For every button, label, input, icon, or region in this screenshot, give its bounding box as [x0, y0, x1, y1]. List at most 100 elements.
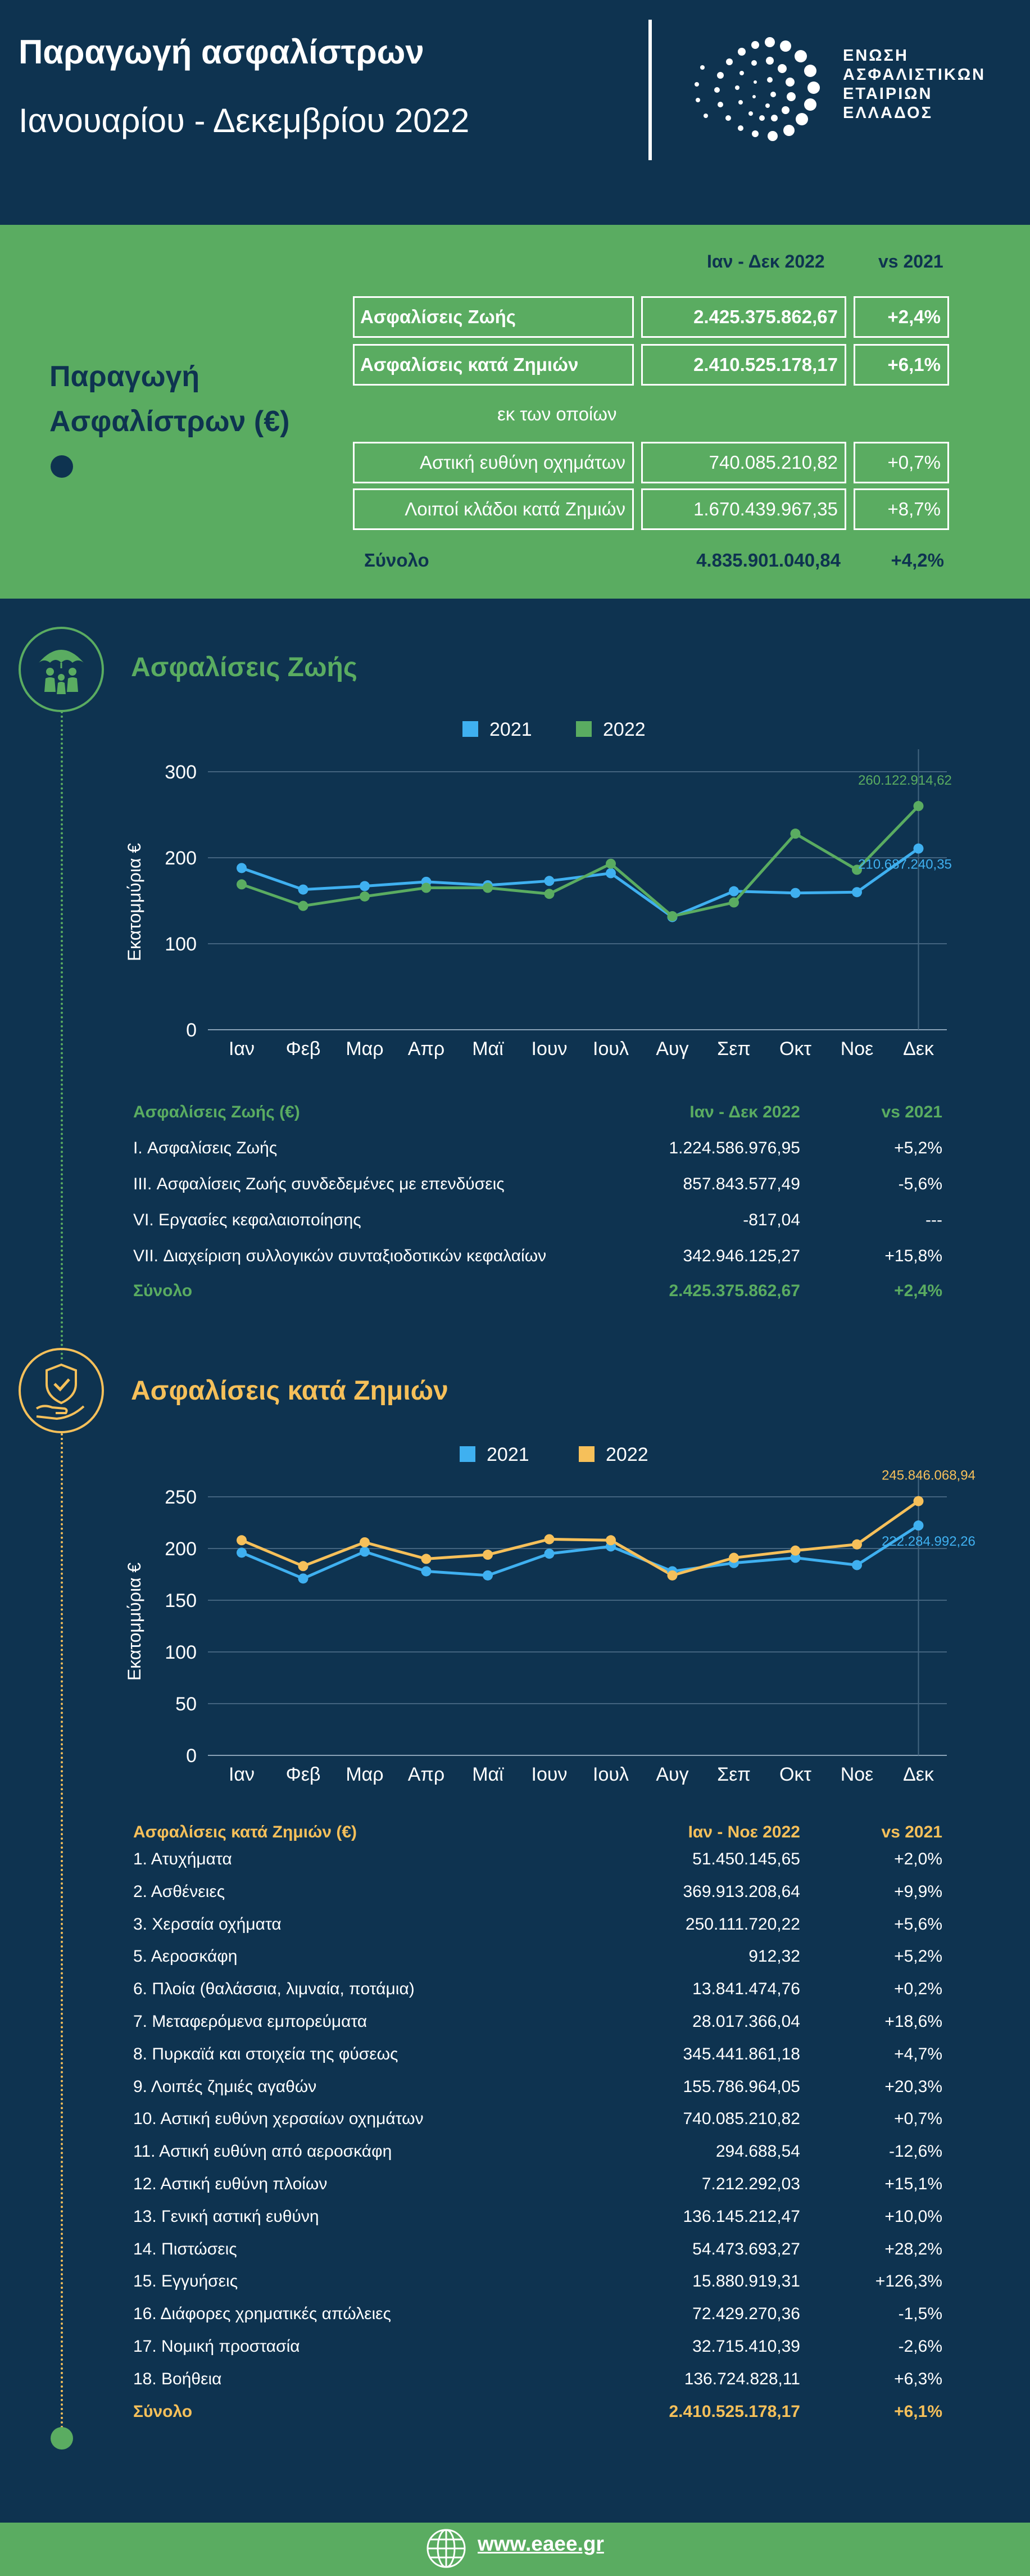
row-label: 15. Εγγυήσεις [133, 2272, 238, 2290]
table-row: VII. Διαχείριση συλλογικών συνταξιοδοτικ… [133, 1247, 942, 1269]
life-change-box: +2,4% [854, 296, 949, 338]
header-divider [648, 20, 652, 160]
row-label: III. Ασφαλίσεις Ζωής συνδεδεμένες με επε… [133, 1175, 505, 1193]
y-tick-label: 0 [186, 1020, 197, 1041]
data-point-2021 [360, 881, 370, 891]
logo-line: ΕΤΑΙΡΙΩΝ [843, 85, 933, 103]
data-point-2021 [790, 888, 801, 898]
series-line-2022 [241, 1500, 919, 1577]
legend-label-2022: 2022 [603, 719, 646, 740]
y-tick-label: 200 [165, 848, 197, 869]
data-point-2021 [790, 1552, 801, 1563]
logo-dots-icon [695, 37, 820, 141]
row-value: 32.715.410,39 [692, 2337, 800, 2356]
row-label: 8. Πυρκαϊά και στοιχεία της φύσεως [133, 2045, 398, 2063]
data-point-2021 [483, 1570, 493, 1581]
row-value: 155.786.964,05 [683, 2077, 800, 2096]
motor-label-box: Αστική ευθύνη οχημάτων [353, 442, 634, 483]
total-value: 2.425.375.862,67 [669, 1282, 800, 1300]
data-point-2022 [729, 897, 739, 908]
legend-label-2021: 2021 [489, 719, 532, 740]
row-change: +5,6% [894, 1915, 942, 1934]
data-point-2021 [237, 1547, 247, 1558]
row-change: -5,6% [898, 1175, 942, 1193]
row-value: 72.429.270,36 [692, 2305, 800, 2323]
table-row: 11. Αστική ευθύνη από αεροσκάφη 294.688,5… [133, 2142, 942, 2165]
logo-text: ΕΝΩΣΗ ΑΣΦΑΛΙΣΤΙΚΩΝ ΕΤΑΙΡΙΩΝ ΕΛΛΑΔΟΣ [843, 46, 986, 123]
table-row: 8. Πυρκαϊά και στοιχεία της φύσεως 345.44… [133, 2045, 942, 2067]
nonlife-chart: 2021 2022 0 50 100 150 200 250 Εκατομμύρια € Ιαν Φ… [124, 1444, 975, 1785]
x-tick-label: Μαϊ [472, 1038, 504, 1060]
life-chart: 2021 2022 0 100 200 300 Εκατομμύρια € Ιαν Φεβ Μαρ… [124, 719, 952, 1060]
row-label: 18. Βοήθεια [133, 2370, 222, 2388]
row-label: 16. Διάφορες χρηματικές απώλειες [133, 2305, 391, 2323]
row-label: VI. Εργασίες κεφαλαιοποίησης [133, 1211, 361, 1229]
x-tick-label: Δεκ [903, 1764, 934, 1785]
y-axis-label: Εκατομμύρια € [124, 843, 144, 962]
row-value: -817,04 [743, 1211, 800, 1229]
data-label: 245.846.068,94 [882, 1468, 975, 1483]
legend-swatch-2022 [579, 1446, 595, 1462]
data-point-2021 [913, 1520, 924, 1531]
row-label: 9. Λοιπές ζημιές αγαθών [133, 2077, 317, 2096]
row-change: +6,3% [894, 2370, 942, 2388]
row-change: +2,0% [894, 1850, 942, 1868]
row-value: 740.085.210,82 [683, 2109, 800, 2128]
row-change: +20,3% [884, 2077, 942, 2096]
data-point-2022 [913, 1496, 924, 1506]
legend-label-2022: 2022 [606, 1444, 648, 1465]
footer [0, 2523, 1030, 2576]
data-point-2021 [421, 1566, 432, 1577]
header [0, 0, 1030, 225]
nonlife-table-total: Σύνολο 2.410.525.178,17 +6,1% [133, 2402, 942, 2425]
row-label: 17. Νομική προστασία [133, 2337, 300, 2356]
data-point-2022 [606, 858, 616, 869]
family-umbrella-icon [39, 650, 84, 694]
row-change: +0,2% [894, 1980, 942, 1998]
page-title: Παραγωγή ασφαλίστρων [19, 33, 424, 71]
nonlife-table-header-period: Ιαν - Νοε 2022 [688, 1823, 800, 1841]
row-value: 51.450.145,65 [692, 1850, 800, 1868]
row-label: 1. Ατυχήματα [133, 1850, 232, 1868]
data-point-2021 [544, 1549, 555, 1559]
row-label: 10. Αστική ευθύνη χερσαίων οχημάτων [133, 2109, 424, 2128]
website-link[interactable]: www.eaee.gr [478, 2532, 604, 2555]
table-row: 9. Λοιπές ζημιές αγαθών 155.786.964,05 +20… [133, 2077, 942, 2100]
row-change: +15,1% [884, 2175, 942, 2193]
x-tick-label: Αυγ [656, 1764, 688, 1785]
life-table-header-period: Ιαν - Δεκ 2022 [689, 1103, 800, 1121]
logo-line: ΕΝΩΣΗ [843, 47, 909, 65]
logo-line: ΑΣΦΑΛΙΣΤΙΚΩΝ [843, 66, 986, 84]
x-tick-label: Νοε [841, 1038, 874, 1060]
row-change: +15,8% [884, 1247, 942, 1265]
row-change: +4,7% [894, 2045, 942, 2063]
data-point-2022 [544, 889, 555, 899]
life-table-total: Σύνολο 2.425.375.862,67 +2,4% [133, 1282, 942, 1304]
data-point-2022 [667, 1570, 678, 1581]
table-row: 14. Πιστώσεις 54.473.693,27 +28,2% [133, 2240, 942, 2262]
table-row: 18. Βοήθεια 136.724.828,11 +6,3% [133, 2370, 942, 2392]
table-row: 6. Πλοία (θαλάσσια, λιμναία, ποτάμια) 13.… [133, 1980, 942, 2002]
series-line-2021 [241, 1524, 919, 1581]
x-tick-label: Μαρ [346, 1038, 383, 1060]
y-tick-label: 250 [165, 1487, 197, 1508]
table-row: 10. Αστική ευθύνη χερσαίων οχημάτων 740.0… [133, 2109, 942, 2132]
data-point-2021 [913, 843, 924, 854]
production-total-label: Σύνολο [364, 550, 429, 571]
data-point-2021 [360, 1546, 370, 1557]
row-value: 345.441.861,18 [683, 2045, 800, 2063]
nonlife-section-title: Ασφαλίσεις κατά Ζημιών [131, 1376, 448, 1406]
row-change: +10,0% [884, 2207, 942, 2226]
table-row: 5. Αεροσκάφη 912,32 +5,2% [133, 1947, 942, 1970]
data-point-2022 [606, 1535, 616, 1546]
legend-swatch-2021 [460, 1446, 475, 1462]
x-tick-label: Μαρ [346, 1764, 383, 1785]
y-tick-label: 50 [175, 1694, 197, 1715]
production-vs-header: vs 2021 [878, 251, 943, 271]
data-point-2022 [421, 882, 432, 893]
x-tick-label: Οκτ [779, 1038, 811, 1060]
data-point-2021 [298, 1573, 308, 1584]
table-row: 13. Γενική αστική ευθύνη 136.145.212,47 +1… [133, 2207, 942, 2230]
table-row: III. Ασφαλίσεις Ζωής συνδεδεμένες με επε… [133, 1175, 942, 1197]
total-value: 2.410.525.178,17 [669, 2402, 800, 2421]
